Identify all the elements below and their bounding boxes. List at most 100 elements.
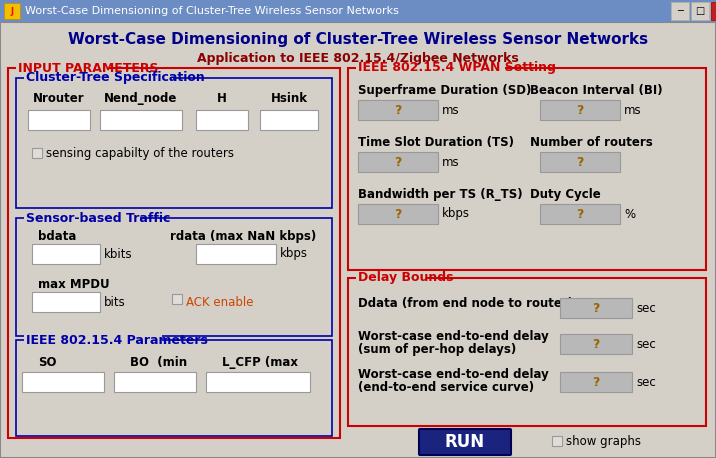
Bar	[560, 334, 632, 354]
Text: SO: SO	[38, 356, 57, 369]
Text: kbits: kbits	[104, 247, 132, 261]
Text: ?: ?	[395, 207, 402, 220]
Text: J: J	[11, 6, 14, 16]
Text: ?: ?	[592, 301, 600, 315]
Bar	[28, 110, 90, 130]
Bar	[206, 372, 310, 392]
Text: ?: ?	[395, 156, 402, 169]
Bar	[32, 148, 42, 158]
Bar	[172, 294, 182, 304]
Text: L_CFP (max: L_CFP (max	[222, 356, 298, 369]
Bar	[24, 73, 173, 83]
Bar	[196, 244, 276, 264]
Bar	[196, 110, 248, 130]
Text: sec: sec	[636, 376, 656, 388]
Bar	[22, 372, 104, 392]
Bar	[8, 68, 340, 438]
Bar	[358, 204, 438, 224]
Text: sensing capabilty of the routers: sensing capabilty of the routers	[46, 147, 234, 159]
Bar	[16, 63, 110, 73]
Bar	[358, 100, 438, 120]
Text: max MPDU: max MPDU	[38, 278, 110, 291]
Text: Beacon Interval (BI): Beacon Interval (BI)	[530, 84, 662, 97]
Text: □: □	[695, 6, 705, 16]
Text: (end-to-end service curve): (end-to-end service curve)	[358, 381, 534, 394]
Text: Hsink: Hsink	[271, 92, 307, 105]
Text: Number of routers: Number of routers	[530, 136, 653, 149]
Text: Worst-case end-to-end delay: Worst-case end-to-end delay	[358, 368, 548, 381]
Text: Cluster-Tree Specification: Cluster-Tree Specification	[26, 71, 205, 84]
Text: Duty Cycle: Duty Cycle	[530, 188, 601, 201]
Text: ?: ?	[592, 376, 600, 388]
Text: Delay Bounds: Delay Bounds	[358, 272, 453, 284]
Text: ms: ms	[442, 104, 460, 116]
Bar	[348, 68, 706, 270]
Text: ─: ─	[677, 6, 683, 16]
Text: Bandwidth per TS (R_TS): Bandwidth per TS (R_TS)	[358, 188, 523, 201]
Bar	[358, 152, 438, 172]
Bar	[0, 0, 716, 22]
Text: Superframe Duration (SD): Superframe Duration (SD)	[358, 84, 531, 97]
Bar	[16, 340, 332, 436]
Text: rdata (max NaN kbps): rdata (max NaN kbps)	[170, 230, 316, 243]
Bar	[24, 213, 140, 223]
Text: Nrouter: Nrouter	[33, 92, 84, 105]
Text: kbps: kbps	[442, 207, 470, 220]
Bar	[114, 372, 196, 392]
Text: Ddata (from end node to router): Ddata (from end node to router)	[358, 296, 573, 310]
Text: Worst-Case Dimensioning of Cluster-Tree Wireless Sensor Networks: Worst-Case Dimensioning of Cluster-Tree …	[25, 6, 399, 16]
Text: show graphs: show graphs	[566, 436, 641, 448]
Text: %: %	[624, 207, 635, 220]
Text: ?: ?	[576, 156, 584, 169]
Text: ?: ?	[395, 104, 402, 116]
Bar	[356, 63, 505, 73]
FancyBboxPatch shape	[419, 429, 511, 455]
Bar	[16, 78, 332, 208]
Text: ?: ?	[576, 104, 584, 116]
Text: IEEE 802.15.4 WPAN Setting: IEEE 802.15.4 WPAN Setting	[358, 61, 556, 75]
Text: IEEE 802.15.4 Parameters: IEEE 802.15.4 Parameters	[26, 333, 208, 347]
Bar	[713, 2, 716, 20]
Text: Worst-case end-to-end delay: Worst-case end-to-end delay	[358, 330, 548, 343]
Text: BO  (min: BO (min	[130, 356, 187, 369]
Text: H: H	[217, 92, 227, 105]
Text: Application to IEEE 802.15.4/Zigbee Networks: Application to IEEE 802.15.4/Zigbee Netw…	[197, 52, 519, 65]
Text: ms: ms	[442, 156, 460, 169]
Bar	[711, 2, 716, 20]
Text: sec: sec	[636, 338, 656, 350]
Text: Nend_node: Nend_node	[105, 92, 178, 105]
Text: Worst-Case Dimensioning of Cluster-Tree Wireless Sensor Networks: Worst-Case Dimensioning of Cluster-Tree …	[68, 32, 648, 47]
Text: RUN: RUN	[445, 433, 485, 451]
Bar	[540, 100, 620, 120]
Bar	[356, 273, 427, 283]
Bar	[260, 110, 318, 130]
Text: ms: ms	[624, 104, 642, 116]
Text: bdata: bdata	[38, 230, 77, 243]
Text: (sum of per-hop delays): (sum of per-hop delays)	[358, 343, 516, 356]
Text: ?: ?	[592, 338, 600, 350]
Bar	[32, 292, 100, 312]
Text: ?: ?	[576, 207, 584, 220]
Text: ACK enable: ACK enable	[186, 295, 253, 309]
Bar	[32, 244, 100, 264]
Bar	[4, 3, 20, 19]
Text: kbps: kbps	[280, 247, 308, 261]
Bar	[691, 2, 709, 20]
Bar	[24, 335, 162, 345]
Bar	[671, 2, 689, 20]
Bar	[671, 2, 689, 20]
Bar	[348, 278, 706, 426]
Text: Sensor-based Traffic: Sensor-based Traffic	[26, 212, 170, 224]
Bar	[540, 152, 620, 172]
Bar	[540, 204, 620, 224]
Text: bits: bits	[104, 295, 126, 309]
Bar	[560, 372, 632, 392]
Bar	[560, 298, 632, 318]
Bar	[16, 218, 332, 336]
Text: Time Slot Duration (TS): Time Slot Duration (TS)	[358, 136, 514, 149]
Text: INPUT PARAMETERS: INPUT PARAMETERS	[18, 61, 158, 75]
Bar	[692, 2, 710, 20]
Text: sec: sec	[636, 301, 656, 315]
Bar	[100, 110, 182, 130]
Bar	[552, 436, 562, 446]
